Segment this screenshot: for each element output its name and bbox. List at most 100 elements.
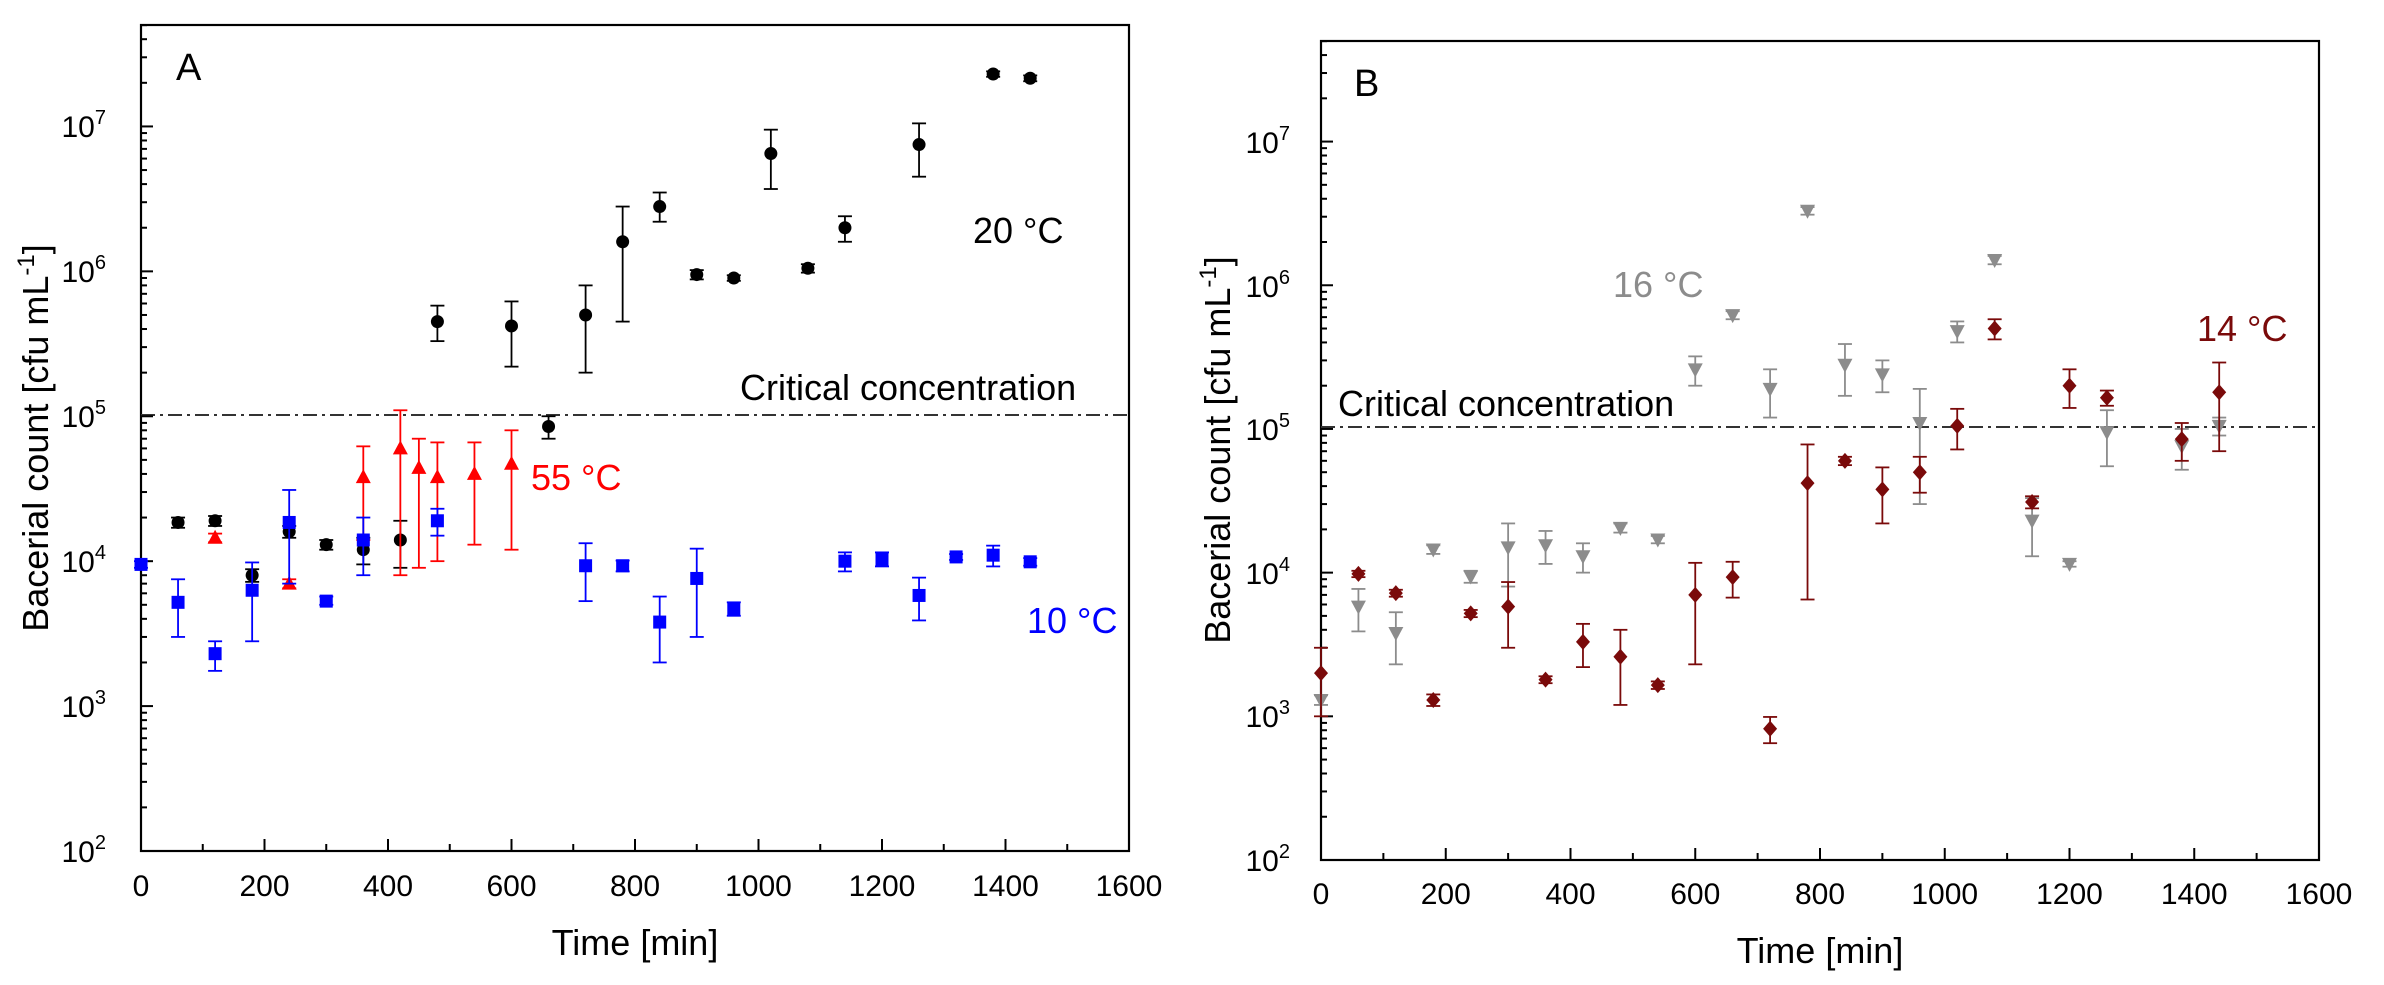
x-axis-title: Time [min] xyxy=(552,922,719,963)
data-point-16c xyxy=(1650,533,1666,548)
data-point-20c xyxy=(505,319,518,333)
data-point-55c xyxy=(411,459,427,474)
x-axis-title: Time [min] xyxy=(1737,930,1904,971)
data-point-10c xyxy=(690,571,704,585)
data-point-16c xyxy=(1912,416,1928,431)
y-tick-label: 104 xyxy=(1246,554,1291,591)
data-point-16c xyxy=(1725,309,1741,324)
x-tick-label: 800 xyxy=(610,870,660,903)
axis-ticks xyxy=(1320,40,2320,861)
data-point-16c xyxy=(1874,368,1890,383)
annotation-20c: 20 °C xyxy=(973,210,1063,251)
data-point-14c xyxy=(1575,633,1590,650)
y-tick-label: 102 xyxy=(62,832,107,869)
data-point-16c xyxy=(1500,541,1516,556)
panel-b: B Critical concentration 16 °C 14 °C 0 2… xyxy=(1195,39,2353,971)
y-tick-label: 103 xyxy=(62,687,107,724)
data-point-14c xyxy=(1351,565,1366,582)
y-tick-label: 106 xyxy=(1246,267,1291,304)
data-point-14c xyxy=(1650,677,1665,694)
data-point-10c xyxy=(838,554,852,568)
data-point-10c xyxy=(282,515,296,529)
data-point-16c xyxy=(1949,325,1965,340)
data-point-55c xyxy=(392,440,408,455)
data-point-16c xyxy=(1538,539,1554,554)
data-point-10c xyxy=(912,588,926,602)
data-point-20c xyxy=(912,138,926,152)
data-point-16c xyxy=(1800,204,1816,219)
x-tick-label: 400 xyxy=(363,870,413,903)
data-point-20c xyxy=(1023,71,1037,85)
data-point-20c xyxy=(986,67,1000,81)
data-point-16c xyxy=(2024,514,2040,529)
data-point-14c xyxy=(2025,494,2040,511)
data-point-14c xyxy=(1314,665,1328,682)
data-point-10c xyxy=(134,557,148,571)
plot-frame xyxy=(1319,39,2321,862)
data-point-14c xyxy=(1501,598,1516,615)
data-point-16c xyxy=(1463,570,1479,585)
data-point-16c xyxy=(1350,600,1366,615)
data-point-55c xyxy=(504,455,519,470)
x-tick-label: 200 xyxy=(1421,878,1471,911)
data-point-16c xyxy=(1425,543,1441,558)
data-point-10c xyxy=(875,552,889,566)
data-point-10c xyxy=(319,594,333,608)
x-tick-label: 0 xyxy=(133,870,150,903)
data-point-14c xyxy=(1987,320,2002,337)
x-tick-label: 1400 xyxy=(972,870,1039,903)
data-point-14c xyxy=(1800,475,1815,492)
x-tick-label: 400 xyxy=(1545,878,1595,911)
data-point-14c xyxy=(1688,586,1703,603)
data-point-14c xyxy=(2212,384,2227,401)
x-tick-label: 800 xyxy=(1795,878,1845,911)
critical-concentration-label: Critical concentration xyxy=(1338,383,1674,424)
y-tick-label: 104 xyxy=(62,542,107,579)
data-point-16c xyxy=(2099,426,2115,441)
x-tick-label: 600 xyxy=(486,870,536,903)
x-tick-label: 600 xyxy=(1670,878,1720,911)
y-tick-label: 106 xyxy=(62,252,107,289)
data-point-10c xyxy=(653,615,667,629)
data-point-14c xyxy=(1875,481,1890,498)
x-tick-label: 1000 xyxy=(1911,878,1978,911)
y-tick-label: 107 xyxy=(1246,123,1291,160)
data-point-20c xyxy=(579,308,593,322)
data-point-10c xyxy=(727,602,741,616)
panel-a: A Critical concentration 20 °C 55 °C 10 … xyxy=(13,23,1163,963)
data-point-55c xyxy=(429,469,445,484)
data-point-20c xyxy=(542,419,556,433)
y-tick-label: 103 xyxy=(1246,697,1291,734)
x-tick-label: 1200 xyxy=(849,870,916,903)
x-tick-label: 1200 xyxy=(2036,878,2103,911)
x-tick-label: 1600 xyxy=(2286,878,2353,911)
annotation-10c: 10 °C xyxy=(1027,600,1117,641)
data-point-16c xyxy=(1388,627,1404,642)
data-point-55c xyxy=(207,529,223,544)
data-point-16c xyxy=(1987,253,2003,268)
y-tick-label: 105 xyxy=(62,397,107,434)
y-axis-title: Bacerial count [cfu mL-1] xyxy=(13,244,56,632)
y-tick-label: 102 xyxy=(1246,841,1291,878)
x-tick-label: 1600 xyxy=(1096,870,1163,903)
data-point-14c xyxy=(1837,452,1852,469)
data-point-10c xyxy=(579,559,593,573)
data-point-14c xyxy=(2062,377,2077,394)
data-point-16c xyxy=(1837,358,1853,373)
data-point-14c xyxy=(1463,605,1478,622)
data-marks xyxy=(1313,204,2227,745)
data-point-10c xyxy=(986,548,1000,562)
x-tick-label: 1400 xyxy=(2161,878,2228,911)
panel-label: A xyxy=(176,47,202,89)
data-point-20c xyxy=(171,515,185,529)
plot-frame xyxy=(139,23,1131,853)
data-point-10c xyxy=(208,647,222,661)
data-point-14c xyxy=(1725,569,1740,586)
x-tick-label: 1000 xyxy=(725,870,792,903)
annotation-16c: 16 °C xyxy=(1613,264,1703,305)
data-point-14c xyxy=(1388,585,1403,602)
data-point-16c xyxy=(1687,363,1703,378)
data-point-20c xyxy=(838,221,852,235)
data-point-55c xyxy=(355,469,371,484)
